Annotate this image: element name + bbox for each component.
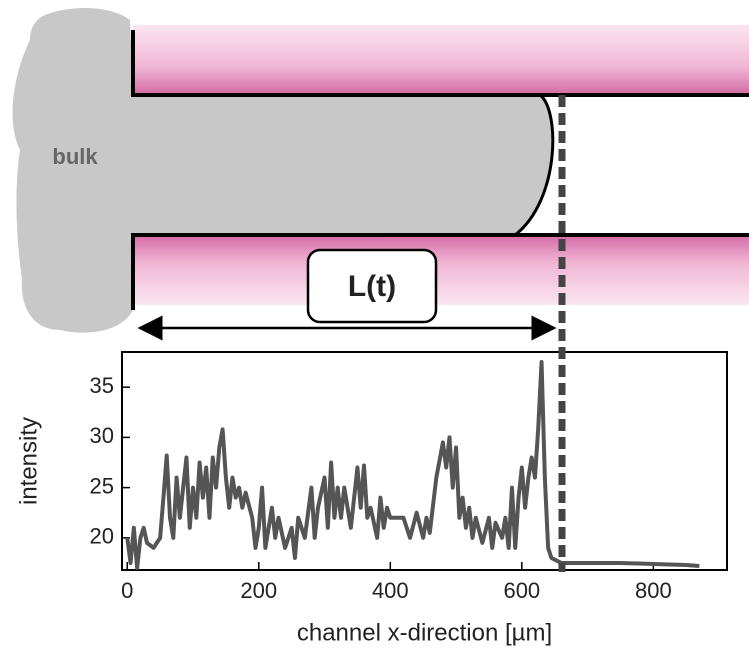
- x-tick-label: 400: [372, 578, 409, 603]
- bulk-fluid: [12, 8, 553, 333]
- intensity-line: [125, 360, 700, 570]
- top-channel-wall: [133, 25, 749, 95]
- channel-edges: [131, 30, 749, 310]
- bulk-label: bulk: [52, 144, 98, 169]
- length-label: L(t): [348, 270, 396, 303]
- meniscus: [514, 93, 555, 237]
- bottom-channel-wall: [133, 235, 749, 305]
- x-axis-label: channel x-direction [µm]: [297, 619, 552, 646]
- y-tick-label: 30: [90, 423, 114, 448]
- length-box: [306, 248, 438, 324]
- x-tick-label: 200: [240, 578, 277, 603]
- diagram: bulk L(t): [12, 8, 749, 341]
- x-tick-label: 0: [121, 578, 133, 603]
- y-tick-label: 25: [90, 473, 114, 498]
- x-tick-label: 800: [635, 578, 672, 603]
- y-tick-label: 35: [90, 373, 114, 398]
- y-axis-label: intensity: [15, 417, 42, 505]
- chart: 0 200 400 600 800 20 25 30 35 channel x-direction…: [15, 351, 728, 646]
- x-tick-label: 600: [503, 578, 540, 603]
- y-tick-label: 20: [90, 524, 114, 549]
